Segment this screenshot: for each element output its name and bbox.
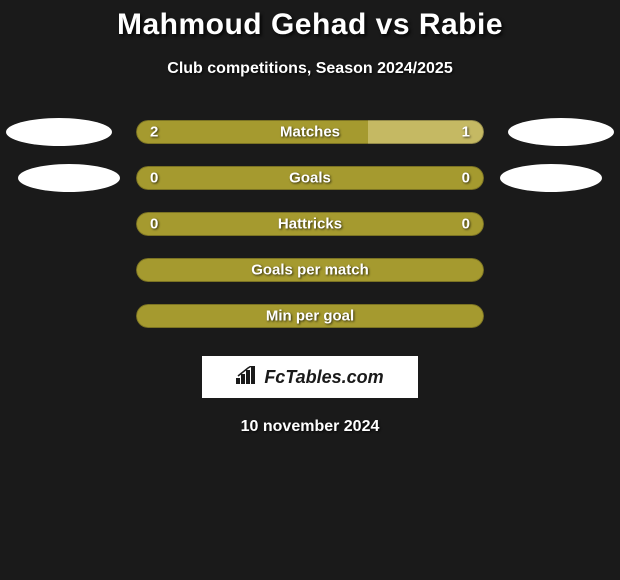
stat-value-right: 0: [462, 170, 470, 187]
stat-row-goals-per-match: Goals per match: [0, 258, 620, 282]
bar-segment-full: [136, 304, 484, 328]
stat-value-right: 1: [462, 124, 470, 141]
stat-row-matches: 2 Matches 1: [0, 120, 620, 144]
player-oval-left: [6, 118, 112, 146]
stat-value-right: 0: [462, 216, 470, 233]
stat-bar: Min per goal: [136, 304, 484, 328]
stat-row-min-per-goal: Min per goal: [0, 304, 620, 328]
player-oval-right: [508, 118, 614, 146]
bar-segment-full: [136, 258, 484, 282]
stat-row-hattricks: 0 Hattricks 0: [0, 212, 620, 236]
comparison-infographic: Mahmoud Gehad vs Rabie Club competitions…: [0, 0, 620, 436]
player-oval-right: [500, 164, 602, 192]
page-title: Mahmoud Gehad vs Rabie: [0, 8, 620, 42]
stat-bar: 0 Goals 0: [136, 166, 484, 190]
bar-segment-full: [136, 212, 484, 236]
chart-icon: [236, 366, 258, 389]
stat-rows: 2 Matches 1 0 Goals 0 0 Hattricks 0: [0, 120, 620, 328]
subtitle: Club competitions, Season 2024/2025: [0, 60, 620, 78]
stat-value-left: 0: [150, 216, 158, 233]
stat-bar: 2 Matches 1: [136, 120, 484, 144]
player-oval-left: [18, 164, 120, 192]
stat-value-left: 0: [150, 170, 158, 187]
bar-segment-left: [136, 120, 368, 144]
stat-value-left: 2: [150, 124, 158, 141]
logo-box: FcTables.com: [202, 356, 418, 398]
stat-bar: 0 Hattricks 0: [136, 212, 484, 236]
bar-segment-full: [136, 166, 484, 190]
logo-text: FcTables.com: [264, 367, 383, 388]
date-text: 10 november 2024: [0, 418, 620, 436]
stat-bar: Goals per match: [136, 258, 484, 282]
stat-row-goals: 0 Goals 0: [0, 166, 620, 190]
